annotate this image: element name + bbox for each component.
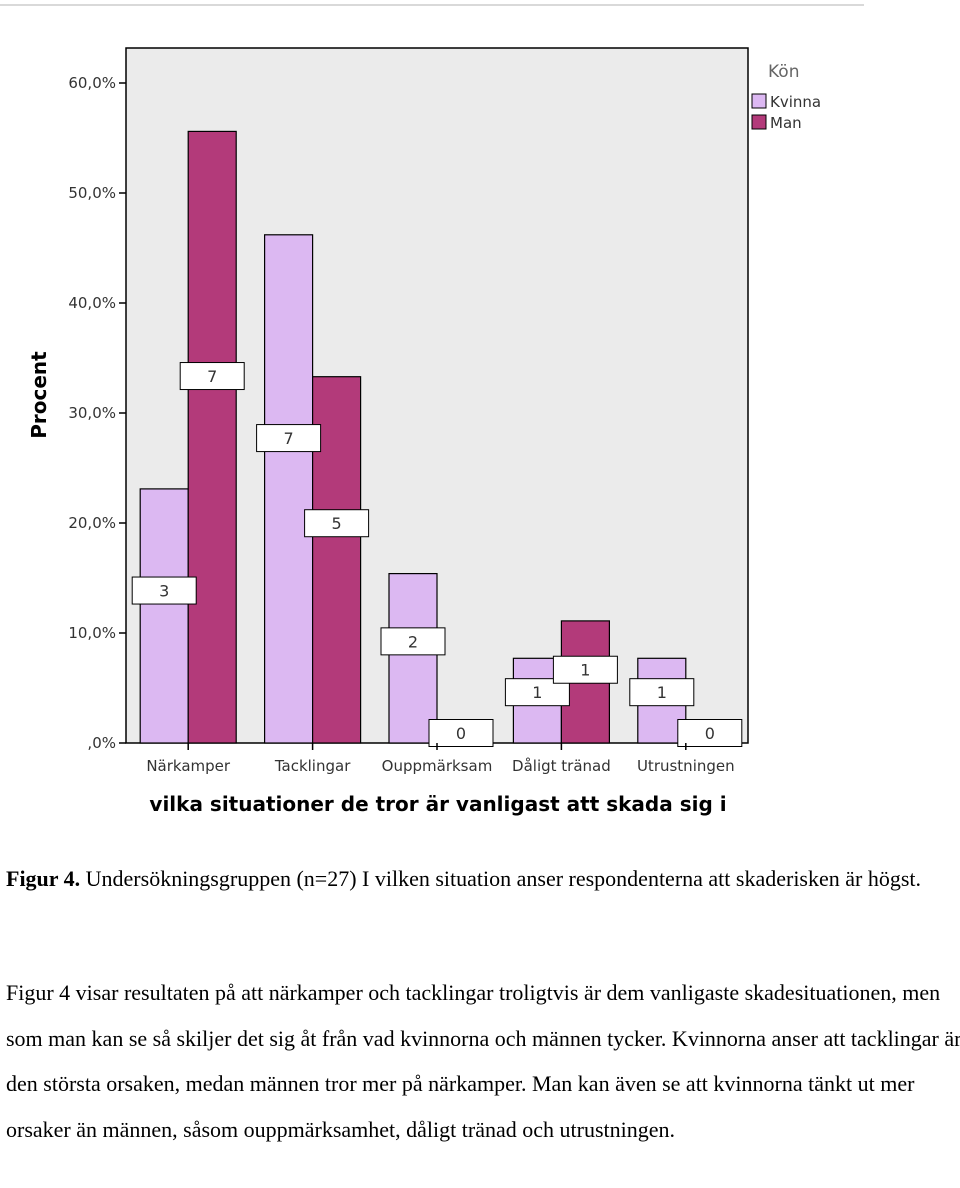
count-label-text: 5 [332, 514, 342, 533]
legend-swatch-man [751, 114, 767, 130]
legend-swatch-kvinna [751, 93, 767, 109]
count-label-box [380, 627, 446, 656]
x-tick-label: Tacklingar [274, 757, 351, 775]
count-label-box [256, 424, 322, 453]
bar-chart: Procent vilka situationer de tror är van… [27, 47, 821, 816]
legend: Kön Kvinna Man [751, 62, 821, 132]
count-label: 2 [380, 627, 446, 656]
bar-kvinna [388, 572, 438, 744]
top-divider [0, 4, 864, 6]
count-label-text: 1 [532, 683, 542, 702]
count-label-text: 2 [408, 632, 418, 651]
count-label-box [304, 509, 370, 538]
count-label-box [552, 655, 618, 684]
count-label-text: 1 [657, 683, 667, 702]
count-label: 1 [629, 678, 695, 707]
bar-kvinna [139, 488, 189, 744]
count-label-text: 7 [284, 429, 294, 448]
y-tick-label: 20,0% [68, 514, 116, 532]
x-axis: Närkamper Tacklingar Ouppmärksam Dåligt trä… [146, 743, 735, 775]
count-label-text: 3 [159, 582, 169, 601]
bars [139, 130, 687, 744]
count-label: 1 [552, 655, 618, 684]
count-labels: 3 7 7 5 2 0 1 1 1 0 [131, 362, 743, 747]
y-axis: ,0% 10,0% 20,0% 30,0% 40,0% 50,0% 60,0% [68, 74, 126, 752]
count-label: 0 [677, 719, 743, 747]
bar-kvinna [264, 234, 314, 744]
count-label-box [677, 719, 743, 747]
count-label-box [131, 576, 197, 605]
caption-text: Undersökningsgruppen (n=27) I vilken sit… [80, 866, 922, 891]
count-label: 7 [256, 424, 322, 453]
caption-label: Figur 4. [6, 866, 81, 891]
y-tick-label: 40,0% [68, 294, 116, 312]
figure-caption: Figur 4. Undersökningsgruppen (n=27) I v… [6, 858, 956, 900]
y-axis-label: Procent [27, 351, 51, 439]
bar-man [187, 130, 237, 744]
legend-label: Man [770, 114, 802, 132]
y-tick-label: ,0% [87, 734, 116, 752]
count-label-text: 1 [580, 661, 590, 680]
count-label-text: 7 [207, 367, 217, 386]
x-tick-label: Utrustningen [637, 757, 735, 775]
y-tick-label: 30,0% [68, 404, 116, 422]
x-tick-label: Ouppmärksam [382, 757, 493, 775]
x-tick-label: Dåligt tränad [512, 757, 611, 775]
legend-label: Kvinna [770, 93, 821, 111]
count-label-text: 0 [705, 724, 715, 743]
legend-title: Kön [768, 62, 799, 82]
count-label: 7 [179, 362, 245, 391]
y-tick-label: 10,0% [68, 624, 116, 642]
y-tick-label: 50,0% [68, 184, 116, 202]
count-label-text: 0 [456, 724, 466, 743]
x-axis-label: vilka situationer de tror är vanligast a… [149, 792, 726, 816]
count-label-box [179, 362, 245, 391]
x-tick-label: Närkamper [146, 757, 231, 775]
count-label-box [428, 719, 494, 747]
count-label: 5 [304, 509, 370, 538]
y-tick-label: 60,0% [68, 74, 116, 92]
count-label-box [629, 678, 695, 707]
body-paragraph: Figur 4 visar resultaten på att närkampe… [6, 980, 960, 1142]
count-label: 3 [131, 576, 197, 605]
count-label: 0 [428, 719, 494, 747]
